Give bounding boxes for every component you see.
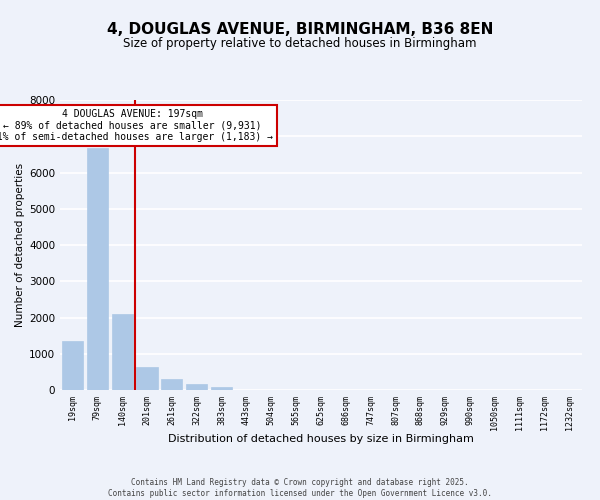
Text: 4, DOUGLAS AVENUE, BIRMINGHAM, B36 8EN: 4, DOUGLAS AVENUE, BIRMINGHAM, B36 8EN — [107, 22, 493, 38]
Bar — [136, 367, 158, 390]
Bar — [87, 148, 108, 390]
Bar — [161, 379, 182, 390]
Y-axis label: Number of detached properties: Number of detached properties — [15, 163, 25, 327]
Text: Contains HM Land Registry data © Crown copyright and database right 2025.
Contai: Contains HM Land Registry data © Crown c… — [108, 478, 492, 498]
X-axis label: Distribution of detached houses by size in Birmingham: Distribution of detached houses by size … — [168, 434, 474, 444]
Bar — [62, 342, 83, 390]
Text: Size of property relative to detached houses in Birmingham: Size of property relative to detached ho… — [123, 38, 477, 51]
Text: 4 DOUGLAS AVENUE: 197sqm
← 89% of detached houses are smaller (9,931)
11% of sem: 4 DOUGLAS AVENUE: 197sqm ← 89% of detach… — [0, 109, 273, 142]
Bar — [186, 384, 207, 390]
Bar — [112, 314, 133, 390]
Bar — [211, 388, 232, 390]
